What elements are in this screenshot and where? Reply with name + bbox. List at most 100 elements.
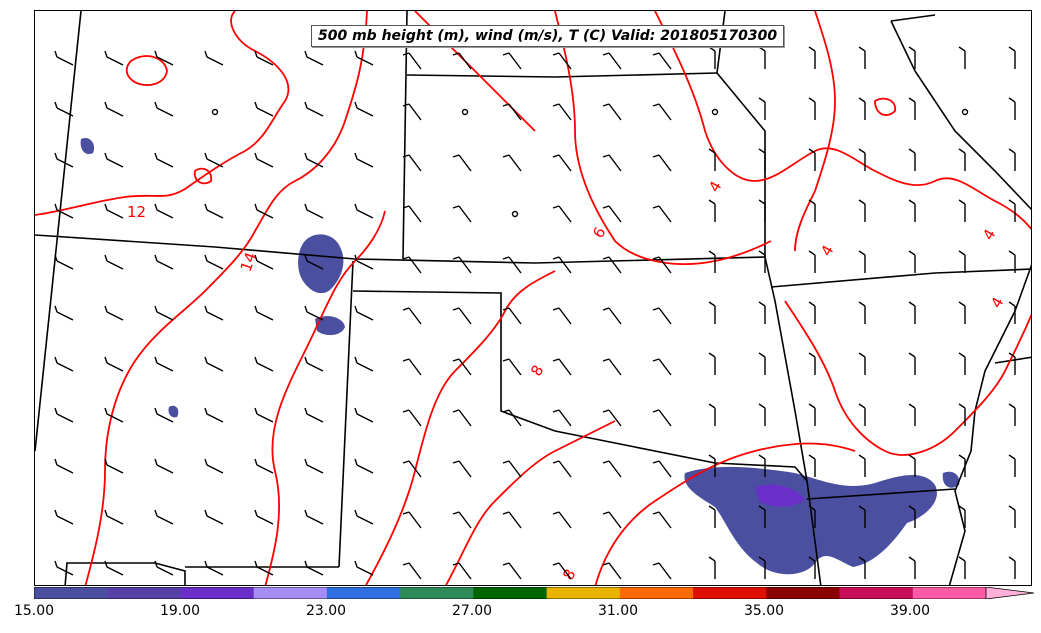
- wind-barb: [502, 52, 522, 70]
- wind-barb: [808, 454, 816, 477]
- wind-barb: [54, 356, 74, 372]
- wind-barb: [858, 556, 866, 579]
- wind-barb: [304, 254, 324, 270]
- wind-barb: [204, 152, 224, 168]
- wind-barb: [54, 509, 74, 525]
- wind-barb: [652, 358, 672, 376]
- wind-barb: [858, 199, 866, 222]
- wind-barb: [154, 203, 174, 219]
- boundary-tn: [994, 356, 1031, 364]
- contour-label: 4: [987, 294, 1007, 311]
- wind-barb: [1008, 301, 1016, 324]
- colorbar-segment: [473, 587, 548, 599]
- boundary-oklahoma-arkansas: [764, 256, 808, 482]
- wind-barb: [402, 460, 422, 478]
- wind-barb: [204, 50, 224, 66]
- wind-barb: [652, 511, 672, 529]
- boundary-missouri-arkansas: [770, 268, 1031, 288]
- wind-barb: [858, 505, 866, 528]
- contour-label: 4: [979, 226, 999, 243]
- wind-barb: [354, 407, 374, 423]
- wind-barb: [552, 409, 572, 427]
- wind-barb: [154, 407, 174, 423]
- wind-barb: [54, 560, 74, 576]
- wind-barb: [104, 254, 124, 270]
- temperature-contour-8-west: [365, 270, 556, 585]
- wind-barb: [908, 505, 916, 528]
- wind-barb: [708, 454, 716, 477]
- wind-barb: [858, 454, 866, 477]
- wind-barb: [204, 509, 224, 525]
- wind-barb: [254, 203, 274, 219]
- temperature-contour-6: [554, 11, 772, 265]
- boundary-nm-az: [338, 260, 354, 568]
- wind-barb: [758, 148, 766, 171]
- temperature-contour-loop-1: [125, 55, 168, 86]
- temperature-contour-14: [84, 11, 368, 585]
- shaded-region-texas-core: [755, 484, 805, 507]
- temperature-contour-nm: [264, 210, 386, 585]
- wind-barb: [652, 307, 672, 325]
- colorbar-tick-label: 19.00: [159, 603, 201, 619]
- wind-barb: [54, 50, 74, 66]
- wind-barb: [808, 352, 816, 375]
- boundary-kansas-north: [406, 72, 718, 78]
- wind-barb: [1008, 352, 1016, 375]
- wind-barb: [402, 52, 422, 70]
- wind-barb: [104, 203, 124, 219]
- wind-barb: [304, 101, 324, 117]
- colorbar-segment: [253, 587, 328, 599]
- wind-barb: [154, 152, 174, 168]
- wind-barb: [908, 352, 916, 375]
- wind-barb: [858, 352, 866, 375]
- wind-barb: [54, 305, 74, 321]
- wind-barb: [858, 148, 866, 171]
- boundary-missouri-east: [890, 20, 1031, 211]
- wind-barb: [708, 199, 716, 222]
- calm-wind-circle: [461, 108, 469, 116]
- wind-barb: [254, 458, 274, 474]
- wind-barb: [552, 511, 572, 529]
- calm-wind-circle: [511, 210, 519, 218]
- wind-barb: [958, 454, 966, 477]
- wind-barb: [154, 509, 174, 525]
- wind-barb: [652, 52, 672, 70]
- wind-barb: [602, 307, 622, 325]
- wind-barb: [204, 356, 224, 372]
- wind-barb: [304, 407, 324, 423]
- wind-barb: [304, 458, 324, 474]
- wind-barb: [708, 505, 716, 528]
- wind-barb: [452, 52, 472, 70]
- wind-barb: [104, 407, 124, 423]
- wind-barb: [602, 409, 622, 427]
- colorbar-tick-label: 35.00: [743, 603, 785, 619]
- wind-barb: [452, 154, 472, 172]
- wind-barb: [708, 556, 716, 579]
- wind-barb: [502, 511, 522, 529]
- wind-barb: [502, 562, 522, 580]
- temperature-contour-east: [784, 300, 1031, 456]
- wind-barb: [502, 358, 522, 376]
- wind-barb: [104, 305, 124, 321]
- wind-barb: [958, 352, 966, 375]
- colorbar-tick-label: 39.00: [889, 603, 931, 619]
- wind-barb: [908, 250, 916, 273]
- wind-barb: [652, 205, 672, 223]
- wind-barb: [204, 407, 224, 423]
- wind-barb: [808, 148, 816, 171]
- wind-barb: [254, 254, 274, 270]
- wind-barb: [402, 358, 422, 376]
- wind-barb: [602, 154, 622, 172]
- calm-wind-circle: [211, 108, 219, 116]
- colorbar-segment: [107, 587, 181, 599]
- wind-barb: [502, 307, 522, 325]
- calm-wind-circle: [711, 108, 719, 116]
- wind-barb: [304, 50, 324, 66]
- wind-barb: [402, 103, 422, 121]
- wind-barb: [54, 101, 74, 117]
- wind-barb: [758, 199, 766, 222]
- wind-barb: [758, 556, 766, 579]
- wind-barb: [552, 205, 572, 223]
- wind-barb: [858, 97, 866, 120]
- wind-barb: [54, 203, 74, 219]
